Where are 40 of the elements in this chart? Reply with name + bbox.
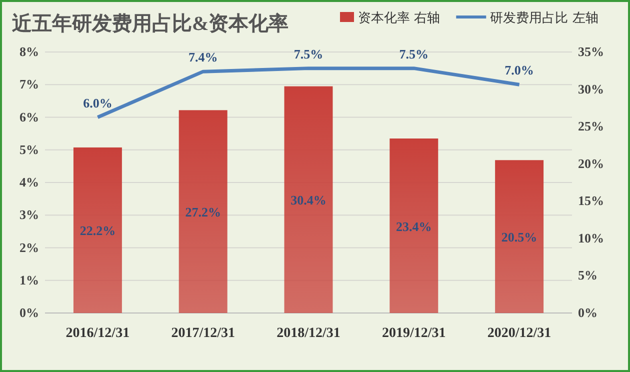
y-tick-label: 2% bbox=[20, 240, 39, 255]
bar bbox=[73, 147, 122, 313]
x-tick-label: 2020/12/31 bbox=[487, 326, 552, 341]
data-label: 20.5% bbox=[501, 230, 538, 245]
y2-tick-label: 35% bbox=[578, 44, 604, 59]
chart-title: 近五年研发费用占比&资本化率 bbox=[11, 12, 289, 35]
legend-label: 资本化率 右轴 bbox=[358, 10, 440, 26]
y-tick-label: 0% bbox=[20, 305, 39, 320]
data-label: 22.2% bbox=[80, 223, 116, 238]
bar bbox=[495, 160, 544, 313]
bar bbox=[390, 138, 438, 313]
data-label: 7.4% bbox=[188, 50, 218, 65]
y2-tick-label: 20% bbox=[578, 156, 604, 171]
y-tick-label: 1% bbox=[20, 272, 39, 288]
x-tick-label: 2019/12/31 bbox=[382, 326, 446, 341]
legend-label: 研发费用占比 左轴 bbox=[490, 11, 598, 26]
y-tick-label: 4% bbox=[20, 174, 39, 190]
y2-tick-label: 30% bbox=[578, 81, 604, 96]
data-label: 30.4% bbox=[290, 192, 326, 208]
x-tick-label: 2018/12/31 bbox=[276, 326, 340, 341]
bar bbox=[178, 110, 228, 313]
x-tick-label: 2017/12/31 bbox=[171, 326, 235, 341]
y-tick-label: 8% bbox=[20, 44, 39, 59]
y2-tick-label: 15% bbox=[578, 193, 604, 208]
data-label: 23.4% bbox=[396, 218, 432, 234]
y2-tick-label: 5% bbox=[578, 268, 598, 283]
data-label: 27.2% bbox=[185, 204, 221, 220]
y-tick-label: 5% bbox=[20, 142, 39, 157]
data-label: 7.0% bbox=[504, 62, 534, 78]
y-tick-label: 3% bbox=[20, 207, 39, 222]
bar bbox=[284, 86, 333, 313]
y-tick-label: 6% bbox=[20, 109, 39, 124]
y2-tick-label: 0% bbox=[578, 305, 598, 320]
data-label: 7.5% bbox=[399, 46, 429, 62]
data-label: 6.0% bbox=[83, 95, 112, 110]
y2-tick-label: 10% bbox=[578, 230, 604, 246]
x-tick-label: 2016/12/31 bbox=[66, 326, 130, 341]
data-label: 7.5% bbox=[294, 46, 324, 62]
y-tick-label: 7% bbox=[20, 76, 39, 92]
y2-tick-label: 25% bbox=[578, 118, 604, 134]
